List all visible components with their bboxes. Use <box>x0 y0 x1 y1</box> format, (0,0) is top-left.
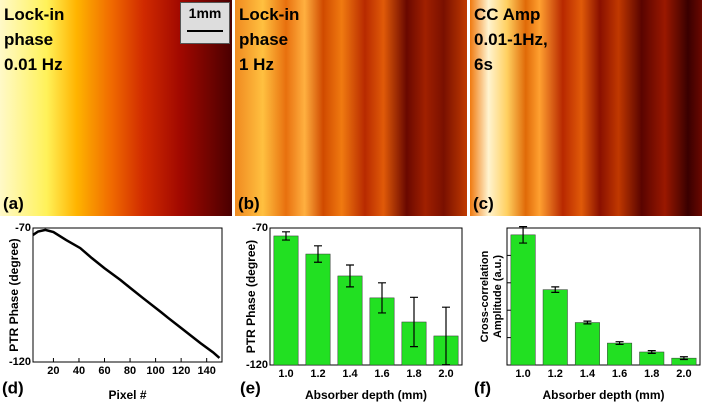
error-bar <box>519 226 528 244</box>
bar <box>273 235 299 366</box>
x-tick-label: 1.8 <box>406 368 421 380</box>
x-tick-label: 1.6 <box>612 368 627 380</box>
caption-line: CC Amp <box>474 5 541 24</box>
caption-line: 1 Hz <box>239 55 274 74</box>
y-tick-label: -120 <box>9 356 31 368</box>
thermal-image: Lock-in phase 0.01 Hz 1mm (a) <box>0 0 232 216</box>
x-tick-label: 40 <box>73 365 85 377</box>
panel-label: (b) <box>238 194 260 213</box>
caption-line: phase <box>239 30 289 49</box>
x-tick-label: 1.2 <box>548 368 563 380</box>
data-line <box>32 228 221 359</box>
image-caption: Lock-in phase 0.01 Hz <box>4 2 64 77</box>
x-tick-label: 140 <box>197 365 215 377</box>
error-bar <box>282 231 290 241</box>
x-tick-label: 20 <box>47 365 59 377</box>
caption-line: phase <box>4 30 54 49</box>
image-caption: Lock-in phase 1 Hz <box>239 2 299 77</box>
bar <box>542 289 568 366</box>
image-caption: CC Amp 0.01-1Hz, 6s <box>474 2 548 77</box>
x-tick-label: 2.0 <box>676 368 691 380</box>
error-bar <box>442 306 450 366</box>
error-bar <box>410 296 418 348</box>
y-axis-label: PTR Phase (degree) <box>7 238 21 351</box>
plot-area <box>506 227 701 366</box>
y-axis-label: Amplitude (a.u.) <box>492 255 504 338</box>
error-bar <box>551 286 560 293</box>
x-tick-label: 60 <box>98 365 110 377</box>
error-bar <box>615 341 624 346</box>
bar <box>337 275 363 366</box>
error-bar <box>314 245 322 263</box>
panel-label: (d) <box>2 378 24 397</box>
panel-label: (e) <box>240 378 261 397</box>
x-axis-label: Absorber depth (mm) <box>305 388 427 402</box>
plot-area <box>269 227 463 366</box>
x-tick-label: 80 <box>124 365 136 377</box>
panel-label: (f) <box>474 378 491 397</box>
x-tick-label: 2.0 <box>438 368 453 380</box>
x-tick-label: 1.4 <box>342 368 358 380</box>
error-bar <box>378 282 386 314</box>
x-tick-label: 1.2 <box>310 368 325 380</box>
x-tick-label: 100 <box>146 365 164 377</box>
panel-label: (c) <box>473 194 494 213</box>
caption-line: 0.01-1Hz, <box>474 30 548 49</box>
error-bar <box>346 264 354 288</box>
x-axis-label: Absorber depth (mm) <box>542 388 664 402</box>
y-axis-label: Cross-correlation <box>479 250 491 342</box>
bar <box>574 322 600 366</box>
x-tick-label: 1.6 <box>374 368 389 380</box>
panel-label: (a) <box>3 194 24 213</box>
y-tick-label: -120 <box>246 359 268 371</box>
x-tick-label: 1.0 <box>278 368 293 380</box>
x-tick-label: 1.8 <box>644 368 659 380</box>
thermal-image: Lock-in phase 1 Hz (b) <box>235 0 467 216</box>
bar <box>607 342 633 366</box>
caption-line: Lock-in <box>4 5 65 24</box>
error-bar <box>679 356 688 361</box>
scale-bar: 1mm <box>180 2 230 44</box>
error-bar <box>647 350 656 354</box>
caption-line: Lock-in <box>239 5 300 24</box>
error-bar <box>583 320 592 325</box>
y-axis-label: PTR Phase (degree) <box>244 240 258 353</box>
scale-bar-label: 1mm <box>188 5 222 21</box>
caption-line: 0.01 Hz <box>4 55 63 74</box>
caption-line: 6s <box>474 55 493 74</box>
bar <box>305 253 331 366</box>
x-tick-label: 1.0 <box>515 368 530 380</box>
thermal-image: CC Amp 0.01-1Hz, 6s (c) <box>470 0 702 216</box>
y-tick-label: -70 <box>15 222 31 234</box>
plot-area <box>32 227 223 363</box>
x-tick-label: 120 <box>172 365 190 377</box>
bar <box>510 234 536 366</box>
x-tick-label: 1.4 <box>580 368 596 380</box>
x-axis-label: Pixel # <box>108 388 146 402</box>
y-tick-label: -70 <box>252 222 268 234</box>
